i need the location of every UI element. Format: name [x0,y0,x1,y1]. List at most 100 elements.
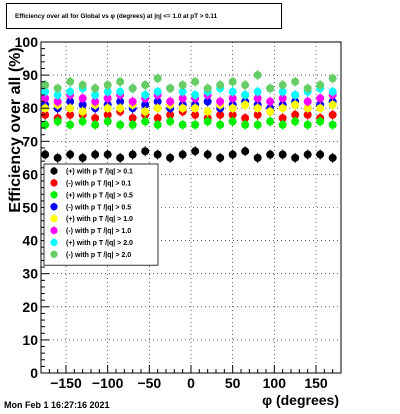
data-point [253,71,262,80]
timestamp: Mon Feb 1 16:27:16 2021 [4,400,110,410]
data-point [291,153,300,162]
data-point [203,97,212,106]
data-points [41,70,337,163]
series-points [41,106,337,124]
data-point [228,110,237,119]
data-point [291,110,300,119]
data-point [153,150,162,159]
data-point [166,84,175,93]
data-point [53,90,62,99]
legend-label: (-) with p T /|q| > 2.0 [66,252,131,259]
data-point [291,100,300,109]
data-point [91,84,100,93]
data-point [153,74,162,83]
data-point [66,120,75,129]
legend-label: (+) with p T /|q| > 2.0 [66,240,133,247]
data-point [116,87,125,96]
data-point [241,147,250,156]
legend: (+) with p T /|q| > 0.1 (-) with p T /|q|… [43,163,159,266]
data-point [116,153,125,162]
x-axis: −150 −100 −50 0 50 100 150 [48,365,334,391]
legend-marker [50,226,58,235]
data-point [278,150,287,159]
data-point [116,120,125,129]
data-point [216,153,225,162]
data-point [278,87,287,96]
data-point [178,104,187,113]
legend-label: (+) with p T /|q| > 1.0 [66,216,133,223]
data-point [278,81,287,90]
data-point [166,153,175,162]
data-point [116,77,125,86]
data-point [278,120,287,129]
data-point [253,94,262,103]
data-point [178,94,187,103]
data-point [178,81,187,90]
series-points [41,146,337,163]
x-tick-label: −150 [50,375,82,391]
y-tick-label: 70 [22,133,38,149]
data-point [328,74,337,83]
legend-marker [50,215,58,223]
data-point [141,100,150,109]
series-points [41,70,337,94]
data-point [266,107,275,116]
data-point [66,150,75,159]
x-tick-label: 150 [304,375,328,391]
data-point [153,104,162,113]
data-point [191,104,200,113]
data-point [278,94,287,103]
data-point [216,81,225,90]
legend-label: (-) with p T /|q| > 1.0 [66,228,131,235]
data-point [191,147,200,156]
data-point [253,153,262,162]
data-point [116,97,125,106]
data-point [66,77,75,86]
data-point [241,81,250,90]
data-point [78,94,87,103]
data-point [316,94,325,103]
data-point [41,110,50,119]
legend-marker [50,203,58,211]
legend-marker [50,191,58,199]
data-point [41,120,50,129]
data-point [316,81,325,90]
x-tick-label: −100 [92,375,124,391]
data-point [216,97,225,106]
data-point [203,107,212,116]
data-point [166,97,175,106]
data-point [103,110,112,119]
y-tick-label: 30 [22,266,38,282]
data-point [78,100,87,109]
data-point [91,97,100,106]
data-point [228,77,237,86]
legend-marker [50,167,58,175]
data-point [216,110,225,119]
data-point [141,147,150,156]
data-point [303,150,312,159]
data-point [203,84,212,93]
data-point [91,150,100,159]
y-axis-label: Efficiency over all (%) [7,47,24,212]
data-point [328,120,337,129]
data-point [228,87,237,96]
data-point [253,120,262,129]
data-point [103,87,112,96]
data-point [153,97,162,106]
y-tick-label: 60 [22,166,38,182]
data-point [53,97,62,106]
data-point [66,87,75,96]
x-tick-label: −50 [137,375,161,391]
data-point [178,150,187,159]
y-tick-label: 20 [22,299,38,315]
y-axis: 0 10 20 30 40 50 60 70 80 90 100 [15,34,49,381]
data-point [241,120,250,129]
data-point [291,90,300,99]
y-tick-label: 50 [22,200,38,216]
data-point [78,117,87,126]
data-point [253,104,262,113]
data-point [66,104,75,113]
legend-marker [50,250,58,258]
data-point [41,94,50,103]
data-point [128,97,137,106]
